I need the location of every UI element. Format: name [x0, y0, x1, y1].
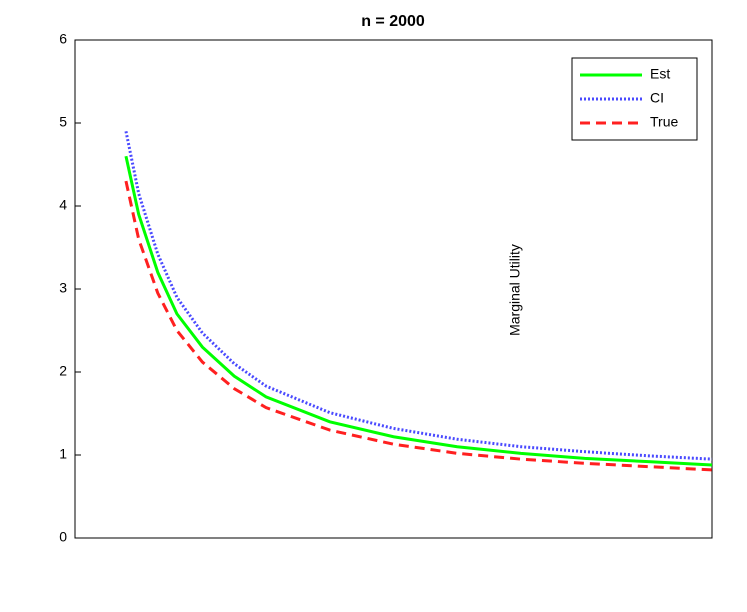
y-tick-label: 2: [59, 363, 67, 379]
y-tick-label: 4: [59, 197, 67, 213]
chart-title: n = 2000: [361, 13, 425, 30]
legend-label: Est: [650, 66, 670, 82]
y-tick-label: 1: [59, 446, 67, 462]
legend-label: True: [650, 114, 678, 130]
series-line: [124, 155, 713, 467]
y-tick-label: 0: [59, 529, 67, 545]
y-tick-label: 6: [59, 31, 67, 47]
y-tick-label: 3: [59, 280, 67, 296]
series-line: [124, 130, 713, 461]
y-axis-label: Marginal Utility: [507, 244, 523, 336]
series-line: [124, 180, 713, 472]
y-tick-label: 5: [59, 114, 67, 130]
legend-label: CI: [650, 90, 664, 106]
